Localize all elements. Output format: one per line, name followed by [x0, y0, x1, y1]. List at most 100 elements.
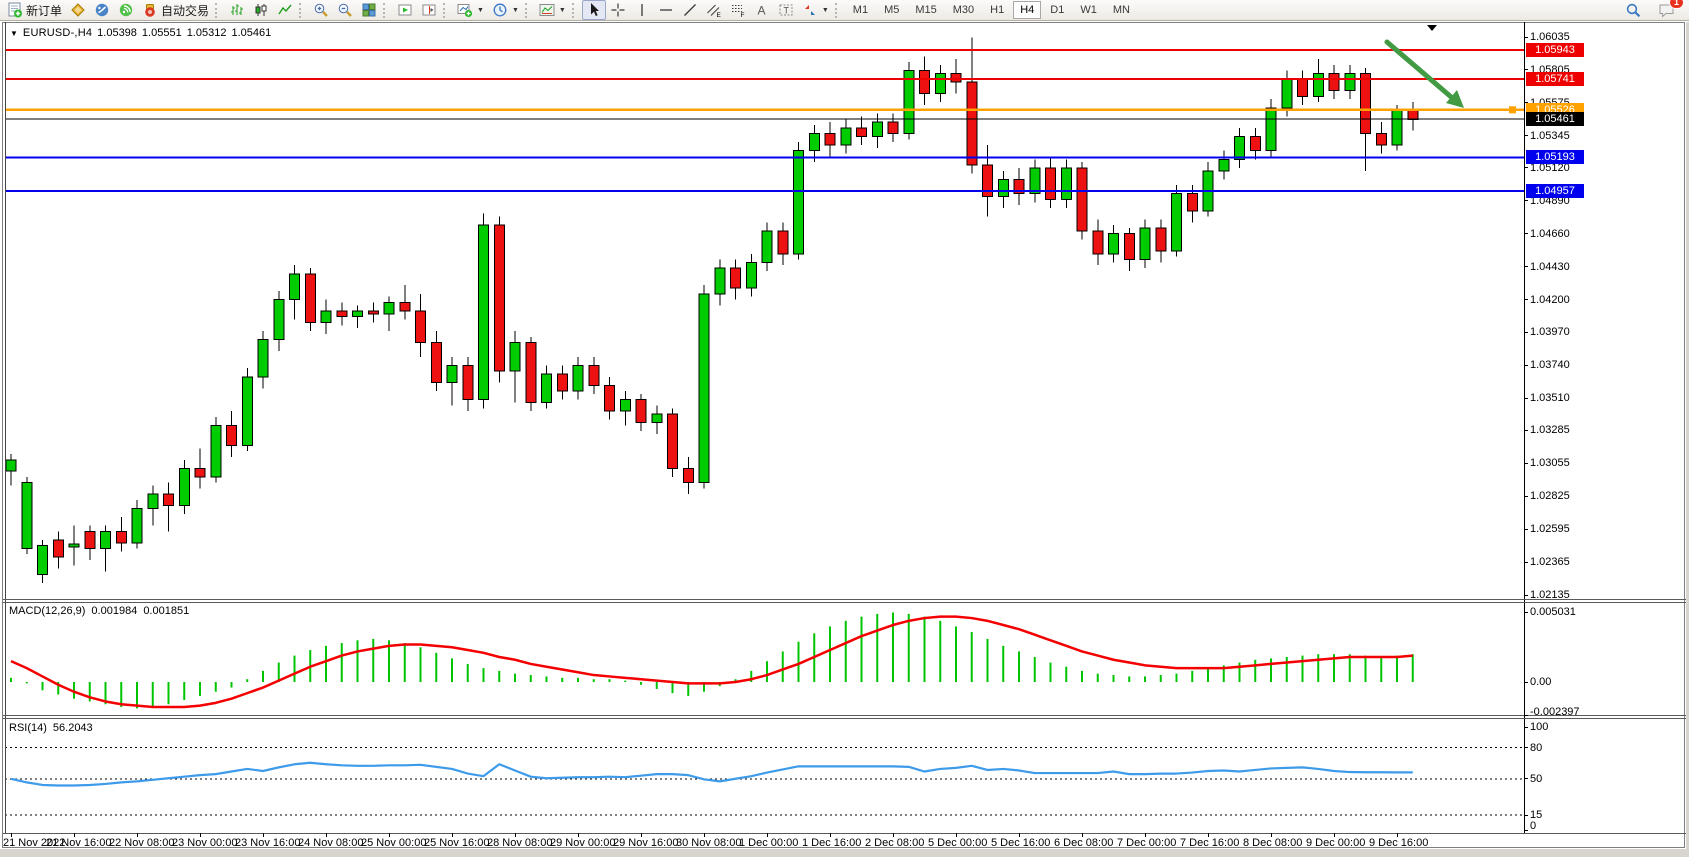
candle[interactable]	[1108, 225, 1119, 263]
tab-timeframe-D1[interactable]: D1	[1050, 4, 1065, 16]
candle[interactable]	[1045, 156, 1056, 208]
candle[interactable]	[115, 517, 127, 552]
candle[interactable]	[352, 305, 363, 329]
new-chart-button[interactable]: ▼	[453, 0, 488, 20]
text-tool-button[interactable]: A	[750, 0, 774, 20]
candle[interactable]	[1092, 219, 1104, 266]
candle-chart-button[interactable]	[249, 0, 273, 20]
panel-separator[interactable]	[3, 602, 1686, 603]
periods-button[interactable]: ▼	[488, 0, 523, 20]
candle[interactable]	[903, 62, 915, 140]
rsi-panel[interactable]	[5, 718, 1524, 834]
candle[interactable]	[1029, 159, 1041, 203]
candle[interactable]	[336, 302, 348, 326]
candle[interactable]	[1234, 127, 1245, 168]
community-button[interactable]	[90, 0, 114, 20]
candle[interactable]	[572, 356, 584, 400]
candle[interactable]	[1202, 162, 1214, 217]
candle[interactable]	[493, 216, 505, 383]
signals-button[interactable]	[114, 0, 138, 20]
cursor-tool-button[interactable]	[581, 0, 606, 20]
new-order-button[interactable]: 新订单	[3, 0, 66, 20]
line-chart-button[interactable]	[273, 0, 297, 20]
candle[interactable]	[21, 476, 33, 555]
candle[interactable]	[982, 145, 993, 217]
candle[interactable]	[1391, 104, 1403, 151]
panel-separator[interactable]	[3, 715, 1686, 716]
candle[interactable]	[1328, 64, 1340, 100]
candle[interactable]	[997, 170, 1009, 208]
candle[interactable]	[619, 391, 631, 426]
candle[interactable]	[1123, 228, 1135, 271]
candle[interactable]	[147, 485, 159, 526]
macd-panel[interactable]	[5, 602, 1524, 717]
trend-arrow-annotation[interactable]	[1384, 39, 1464, 108]
candle[interactable]	[682, 456, 694, 495]
zoom-in-button[interactable]	[309, 0, 333, 20]
candle[interactable]	[604, 376, 615, 420]
candle[interactable]	[856, 116, 867, 146]
candle[interactable]	[383, 296, 395, 332]
candle[interactable]	[367, 302, 379, 323]
vertical-line-tool-button[interactable]	[630, 0, 654, 20]
candle[interactable]	[1076, 162, 1088, 240]
candle[interactable]	[934, 64, 946, 103]
candle[interactable]	[635, 393, 647, 432]
templates-button[interactable]: ▼	[535, 0, 570, 20]
search-button[interactable]	[1621, 0, 1646, 20]
candle[interactable]	[651, 405, 663, 435]
candle[interactable]	[541, 365, 552, 409]
candle[interactable]	[1312, 59, 1324, 103]
candle[interactable]	[84, 525, 96, 560]
candle[interactable]	[1297, 70, 1308, 105]
candle[interactable]	[52, 531, 64, 569]
market-button[interactable]	[66, 0, 90, 20]
candle[interactable]	[194, 448, 206, 489]
candle[interactable]	[1060, 159, 1072, 208]
candle[interactable]	[793, 142, 804, 260]
candle[interactable]	[777, 222, 789, 266]
candle[interactable]	[131, 499, 143, 549]
candle[interactable]	[226, 411, 237, 457]
candle[interactable]	[68, 525, 80, 566]
candle[interactable]	[1265, 99, 1277, 157]
candle[interactable]	[667, 408, 678, 477]
tab-timeframe-M15[interactable]: M15	[915, 4, 937, 16]
panel-separator[interactable]	[3, 599, 1686, 600]
tab-timeframe-H1[interactable]: H1	[990, 4, 1005, 16]
candle[interactable]	[257, 331, 269, 389]
candle[interactable]	[556, 365, 568, 400]
panel-separator[interactable]	[3, 718, 1686, 719]
candle[interactable]	[745, 253, 757, 297]
candle[interactable]	[588, 356, 600, 394]
candle[interactable]	[478, 213, 489, 409]
tab-timeframe-M5[interactable]: M5	[884, 4, 900, 16]
candle[interactable]	[446, 356, 458, 406]
chart-shift-marker[interactable]	[1427, 25, 1437, 31]
candle[interactable]	[210, 416, 222, 483]
candle[interactable]	[241, 368, 253, 452]
tab-timeframe-H4[interactable]: H4	[1013, 1, 1042, 19]
auto-scroll-button[interactable]	[393, 0, 417, 20]
tile-windows-button[interactable]	[357, 0, 381, 20]
candle[interactable]	[714, 259, 726, 306]
candle[interactable]	[37, 539, 48, 583]
channel-tool-button[interactable]: E	[702, 0, 726, 20]
candle[interactable]	[1375, 122, 1387, 154]
candle[interactable]	[289, 265, 300, 320]
notifications-button[interactable]: 1	[1654, 0, 1684, 20]
candle[interactable]	[887, 113, 899, 143]
symbol-dropdown-icon[interactable]: ▼	[10, 28, 18, 38]
candle[interactable]	[430, 331, 442, 392]
price-chart[interactable]	[5, 22, 1524, 601]
candle[interactable]	[761, 222, 773, 271]
candle[interactable]	[1218, 150, 1230, 180]
tab-timeframe-W1[interactable]: W1	[1080, 4, 1097, 16]
candle[interactable]	[525, 336, 537, 412]
candle[interactable]	[730, 259, 741, 300]
candle[interactable]	[698, 285, 710, 489]
candle[interactable]	[509, 331, 521, 403]
tab-timeframe-MN[interactable]: MN	[1112, 4, 1130, 16]
autotrading-button[interactable]: 自动交易	[138, 0, 213, 20]
candle[interactable]	[1139, 219, 1151, 269]
